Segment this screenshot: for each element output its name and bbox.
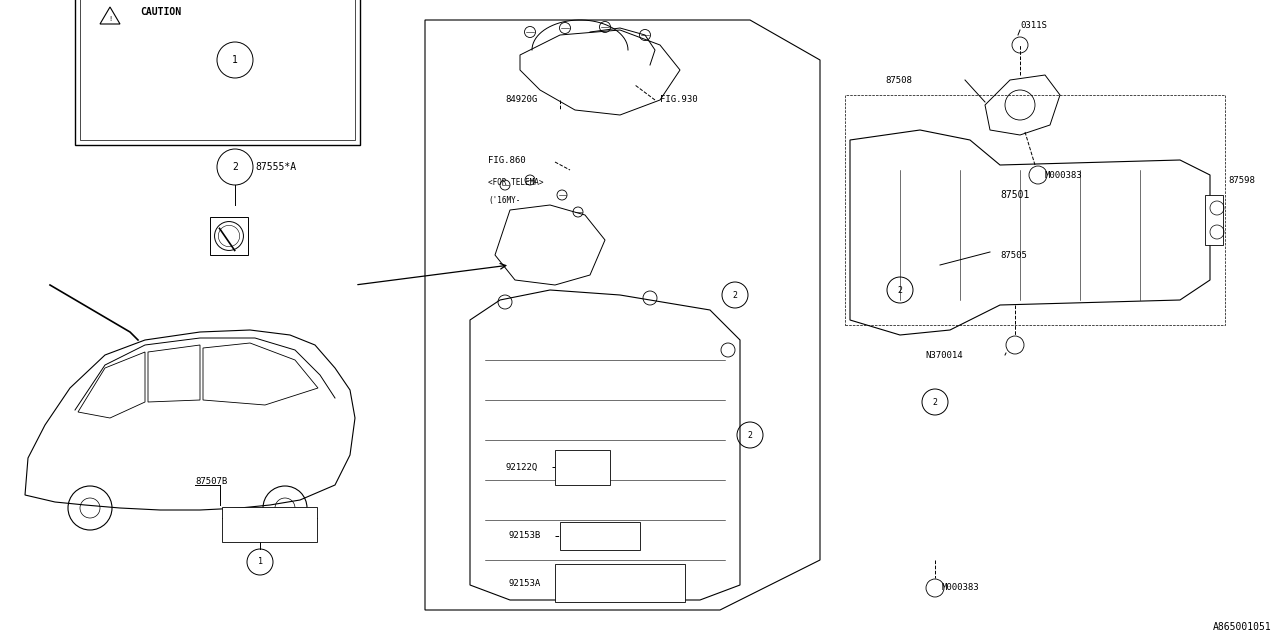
Text: 1: 1: [232, 55, 238, 65]
FancyBboxPatch shape: [556, 564, 685, 602]
Text: 2: 2: [732, 291, 737, 300]
Text: FIG.930: FIG.930: [660, 95, 698, 104]
Text: 2: 2: [933, 397, 937, 406]
Text: 2: 2: [232, 162, 238, 172]
FancyBboxPatch shape: [81, 0, 355, 140]
FancyBboxPatch shape: [76, 0, 360, 145]
Text: 0311S: 0311S: [1020, 20, 1047, 29]
Text: 87508: 87508: [884, 76, 911, 84]
Text: !: !: [108, 16, 113, 22]
Text: <FOR TELEMA>: <FOR TELEMA>: [488, 177, 544, 186]
Text: 87598: 87598: [1228, 175, 1254, 184]
FancyBboxPatch shape: [556, 450, 611, 485]
Text: 92153B: 92153B: [508, 531, 540, 541]
Text: 87501: 87501: [1000, 190, 1029, 200]
FancyBboxPatch shape: [561, 522, 640, 550]
Text: A865001051: A865001051: [1213, 622, 1272, 632]
Text: 1: 1: [257, 557, 262, 566]
Text: N370014: N370014: [925, 351, 963, 360]
Text: CAUTION: CAUTION: [140, 7, 182, 17]
Text: 2: 2: [748, 431, 753, 440]
Text: 92153A: 92153A: [508, 579, 540, 588]
Text: M000383: M000383: [942, 584, 979, 593]
Text: FIG.860: FIG.860: [488, 156, 526, 164]
Text: 2: 2: [897, 285, 902, 294]
Text: 87505: 87505: [1000, 250, 1027, 259]
Text: M000383: M000383: [1044, 170, 1083, 179]
Text: 87555*B: 87555*B: [255, 55, 296, 65]
Text: ('16MY-: ('16MY-: [488, 195, 521, 205]
FancyBboxPatch shape: [1204, 195, 1222, 245]
Text: 87555*A: 87555*A: [255, 162, 296, 172]
FancyBboxPatch shape: [210, 217, 248, 255]
Text: 84920G: 84920G: [506, 95, 538, 104]
Text: 87507B: 87507B: [195, 477, 228, 486]
Text: 92122Q: 92122Q: [506, 463, 538, 472]
FancyBboxPatch shape: [221, 507, 317, 542]
